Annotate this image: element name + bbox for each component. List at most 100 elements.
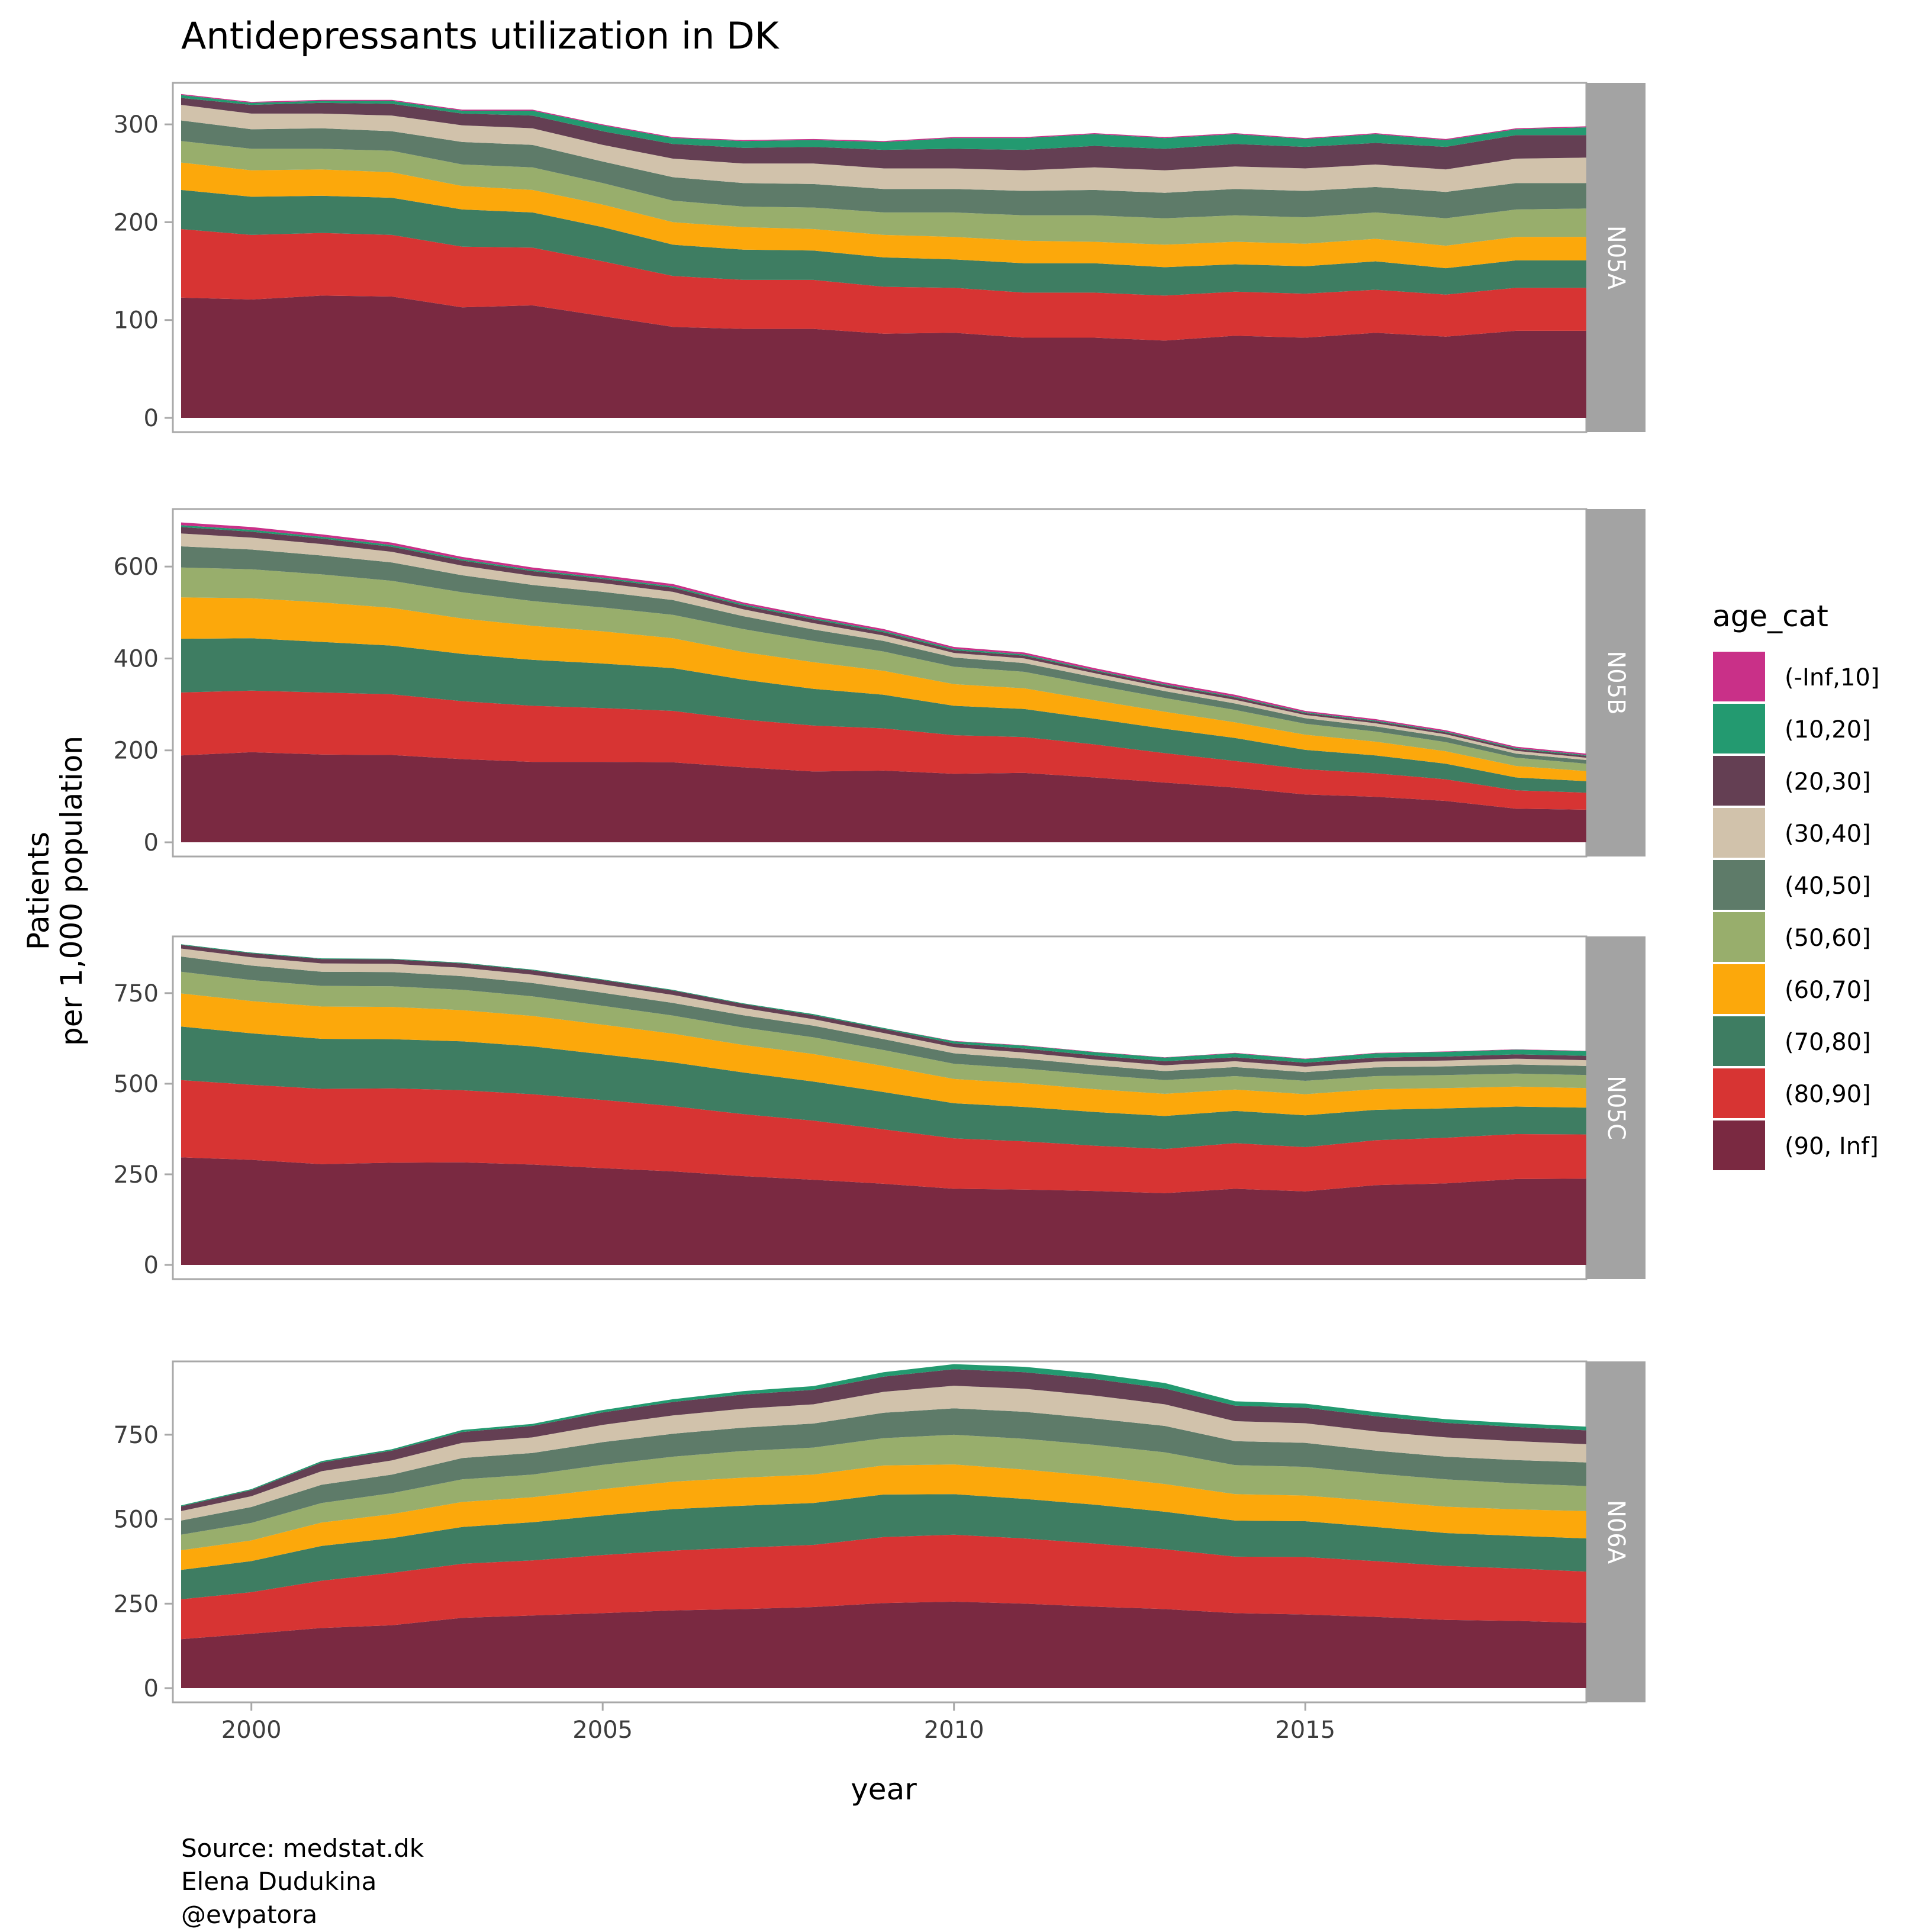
- legend-swatch: [1712, 1067, 1766, 1119]
- legend-item: (90, Inf]: [1712, 1119, 1879, 1171]
- facet-strip-label: N05C: [1602, 1076, 1630, 1140]
- legend-item: (70,80]: [1712, 1015, 1871, 1067]
- legend-item: (20,30]: [1712, 755, 1871, 807]
- legend-swatch: [1712, 1015, 1766, 1067]
- legend-label: (90, Inf]: [1785, 1133, 1879, 1160]
- area-n05a-30-40: [181, 105, 1586, 193]
- y-tick-label: 500: [114, 1071, 159, 1098]
- panel-n05c: 0 250 500 750 N05C: [114, 935, 1646, 1280]
- panel-n05a: 0 100 200 300 N05A: [114, 82, 1646, 433]
- y-tick-label: 250: [114, 1161, 159, 1189]
- area-n05b-90-inf: [181, 752, 1586, 842]
- y-tick-label: 0: [144, 1252, 159, 1279]
- area-n05a-60-70: [181, 162, 1586, 269]
- legend-label: (40,50]: [1785, 872, 1871, 900]
- x-tick-label: 2010: [924, 1717, 984, 1744]
- x-tick-label: 2000: [221, 1717, 282, 1744]
- legend-label: (-Inf,10]: [1785, 664, 1880, 691]
- area-n05a-70-80: [181, 189, 1586, 296]
- facet-strip-label: N06A: [1602, 1500, 1630, 1564]
- area-n05b-80-90: [181, 690, 1586, 810]
- facet-strip: [1586, 1361, 1646, 1702]
- y-tick-label: 400: [114, 645, 159, 672]
- caption-source: Source: medstat.dk: [181, 1834, 424, 1863]
- area-n05c-70-80: [181, 1026, 1586, 1149]
- y-axis-title: Patients per 1,000 population: [21, 736, 89, 1046]
- legend-swatch: [1712, 859, 1766, 911]
- area-n06a-70-80: [181, 1494, 1586, 1599]
- y-axis-title-line-2: per 1,000 population: [54, 736, 89, 1046]
- x-axis: 2000 2005 2010 2015: [221, 1702, 1335, 1744]
- legend-swatch: [1712, 703, 1766, 755]
- area-n06a-60-70: [181, 1464, 1586, 1570]
- chart-title: Antidepressants utilization in DK: [181, 14, 780, 57]
- y-tick-label: 500: [114, 1506, 159, 1534]
- area-layers: [181, 1364, 1586, 1688]
- area-layers: [181, 94, 1586, 418]
- area-layers: [181, 522, 1586, 842]
- caption-handle: @evpatora: [181, 1900, 317, 1929]
- legend-item: (-Inf,10]: [1712, 651, 1880, 703]
- area-n06a-90-inf: [181, 1601, 1586, 1688]
- legend-item: (30,40]: [1712, 807, 1871, 859]
- area-n05c-50-60: [181, 971, 1586, 1094]
- caption: Source: medstat.dk Elena Dudukina @evpat…: [181, 1834, 424, 1929]
- legend-label: (60,70]: [1785, 977, 1871, 1004]
- area-layers: [181, 944, 1586, 1265]
- area-n06a-40-50: [181, 1408, 1586, 1535]
- facet-strip-label: N05B: [1602, 651, 1630, 714]
- area-n05a-90-inf: [181, 295, 1586, 418]
- legend-swatch: [1712, 651, 1766, 703]
- x-tick-label: 2005: [572, 1717, 633, 1744]
- area-n05a-50-60: [181, 141, 1586, 246]
- y-tick-label: 600: [114, 553, 159, 581]
- legend-label: (70,80]: [1785, 1029, 1871, 1056]
- area-n05b-60-70: [181, 597, 1586, 781]
- legend-item: (40,50]: [1712, 859, 1871, 911]
- area-n05c-90-inf: [181, 1157, 1586, 1265]
- area-n05c-60-70: [181, 993, 1586, 1116]
- area-n05c-40-50: [181, 957, 1586, 1081]
- x-axis-title: year: [851, 1772, 917, 1807]
- y-tick-label: 200: [114, 738, 159, 765]
- y-tick-label: 300: [114, 111, 159, 139]
- legend-title: age_cat: [1712, 599, 1828, 633]
- area-n06a-50-60: [181, 1434, 1586, 1551]
- y-tick-label: 250: [114, 1590, 159, 1618]
- legend-label: (20,30]: [1785, 768, 1871, 796]
- facet-strip: [1586, 83, 1646, 432]
- y-tick-label: 100: [114, 307, 159, 334]
- legend-item: (10,20]: [1712, 703, 1871, 755]
- area-n06a-80-90: [181, 1534, 1586, 1640]
- y-tick-label: 200: [114, 209, 159, 236]
- legend-item: (50,60]: [1712, 911, 1871, 963]
- area-n05c-80-90: [181, 1080, 1586, 1193]
- area-n05b-30-40: [181, 533, 1586, 760]
- legend-swatch: [1712, 963, 1766, 1015]
- area-n05b-70-80: [181, 638, 1586, 793]
- area-n05a-20-30: [181, 98, 1586, 170]
- y-tick-label: 750: [114, 980, 159, 1007]
- legend-swatch: [1712, 1119, 1766, 1171]
- legend-label: (50,60]: [1785, 925, 1871, 952]
- facet-panels: 0 100 200 300 N05A 0 200 400 600 N05B 0 250 500 750 N0…: [114, 82, 1646, 1704]
- facet-strip: [1586, 509, 1646, 856]
- caption-author: Elena Dudukina: [181, 1867, 376, 1896]
- panel-n06a: 0 250 500 750 N06A: [114, 1360, 1646, 1704]
- legend-item: (60,70]: [1712, 963, 1871, 1015]
- area-n05b-50-60: [181, 567, 1586, 771]
- area-n05a-10-20: [181, 95, 1586, 150]
- y-tick-label: 0: [144, 1675, 159, 1702]
- legend-label: (10,20]: [1785, 716, 1871, 743]
- x-tick-label: 2015: [1275, 1717, 1335, 1744]
- y-tick-label: 0: [144, 829, 159, 856]
- area-n06a-30-40: [181, 1386, 1586, 1521]
- legend-swatch: [1712, 807, 1766, 859]
- legend-item: (80,90]: [1712, 1067, 1871, 1119]
- y-axis-title-line-1: Patients: [21, 832, 56, 950]
- area-n05b-40-50: [181, 546, 1586, 764]
- legend-swatch: [1712, 755, 1766, 807]
- panel-n05b: 0 200 400 600 N05B: [114, 508, 1646, 858]
- legend-swatch: [1712, 911, 1766, 963]
